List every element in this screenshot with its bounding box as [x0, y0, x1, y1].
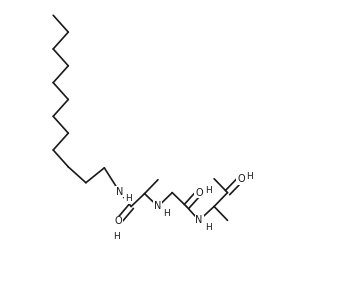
Text: H: H: [113, 232, 120, 241]
Text: N: N: [116, 187, 123, 197]
Text: H: H: [164, 209, 170, 218]
Text: N: N: [154, 201, 162, 211]
Text: O: O: [115, 216, 122, 226]
Text: O: O: [195, 188, 203, 198]
Text: H: H: [205, 223, 211, 232]
Text: O: O: [237, 174, 245, 184]
Text: N: N: [195, 215, 203, 225]
Text: H: H: [125, 194, 132, 203]
Text: H: H: [247, 172, 253, 181]
Text: H: H: [205, 186, 211, 195]
